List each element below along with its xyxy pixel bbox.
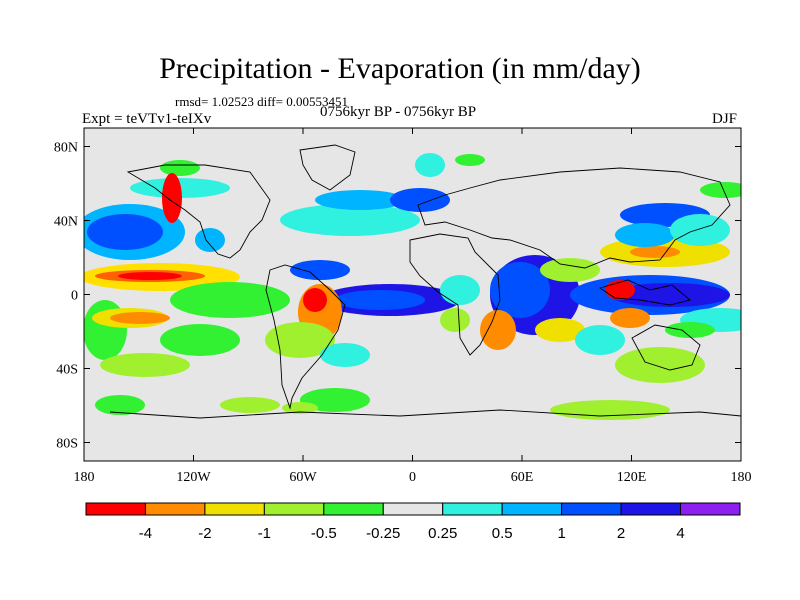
chart-title: Precipitation - Evaporation (in mm/day) <box>159 52 641 85</box>
colorbar-label: 0.25 <box>428 525 457 542</box>
colorbar-box <box>263 502 325 516</box>
rmsd-diff-stats: rmsd= 1.02523 diff= 0.00553451 <box>175 94 348 109</box>
colorbar-label: 4 <box>676 525 684 542</box>
y-tick-label: 40S <box>56 363 78 378</box>
colorbar-label: -0.5 <box>311 525 337 542</box>
map-plot-area <box>84 128 741 461</box>
x-tick-label: 60E <box>511 470 534 485</box>
colorbar-label: -2 <box>198 525 211 542</box>
colorbar-label: 2 <box>617 525 625 542</box>
y-tick-label: 40N <box>54 215 78 230</box>
x-tick-label: 60W <box>289 470 317 485</box>
colorbar-box <box>85 502 146 516</box>
colorbar-box <box>144 502 206 516</box>
y-tick-label: 0 <box>71 289 78 304</box>
map-axes: 180 120W 60W 0 60E 120E 180 80N 40N 0 40S 80S <box>54 128 752 485</box>
x-tick-label: 180 <box>74 470 95 485</box>
coastlines <box>109 144 741 419</box>
colorbar-box <box>501 502 563 516</box>
colorbar-box <box>382 502 444 516</box>
x-tick-label: 120W <box>176 470 211 485</box>
y-tick-label: 80N <box>54 141 78 156</box>
season-label: DJF <box>712 111 738 127</box>
colorbar-label: -4 <box>139 525 152 542</box>
colorbar-label: 0.5 <box>492 525 513 542</box>
x-tick-label: 120E <box>617 470 647 485</box>
experiment-label: Expt = teVTv1-teIXv <box>82 111 212 127</box>
colorbar-label: -1 <box>258 525 271 542</box>
x-tick-label: 0 <box>409 470 416 485</box>
colorbar-box <box>620 502 682 516</box>
colorbar-box <box>323 502 384 516</box>
period-label: 0756kyr BP - 0756kyr BP <box>320 104 477 120</box>
colorbar-box <box>442 502 503 516</box>
colorbar-label: 1 <box>557 525 565 542</box>
colorbar-box <box>204 502 265 516</box>
y-tick-label: 80S <box>56 437 78 452</box>
colorbar: -4 -2 -1 -0.5 -0.25 0.25 0.5 1 2 4 <box>85 502 741 542</box>
colorbar-box <box>680 502 741 516</box>
x-tick-label: 180 <box>731 470 752 485</box>
field-patches <box>84 153 741 420</box>
colorbar-label: -0.25 <box>366 525 400 542</box>
colorbar-box <box>561 502 622 516</box>
